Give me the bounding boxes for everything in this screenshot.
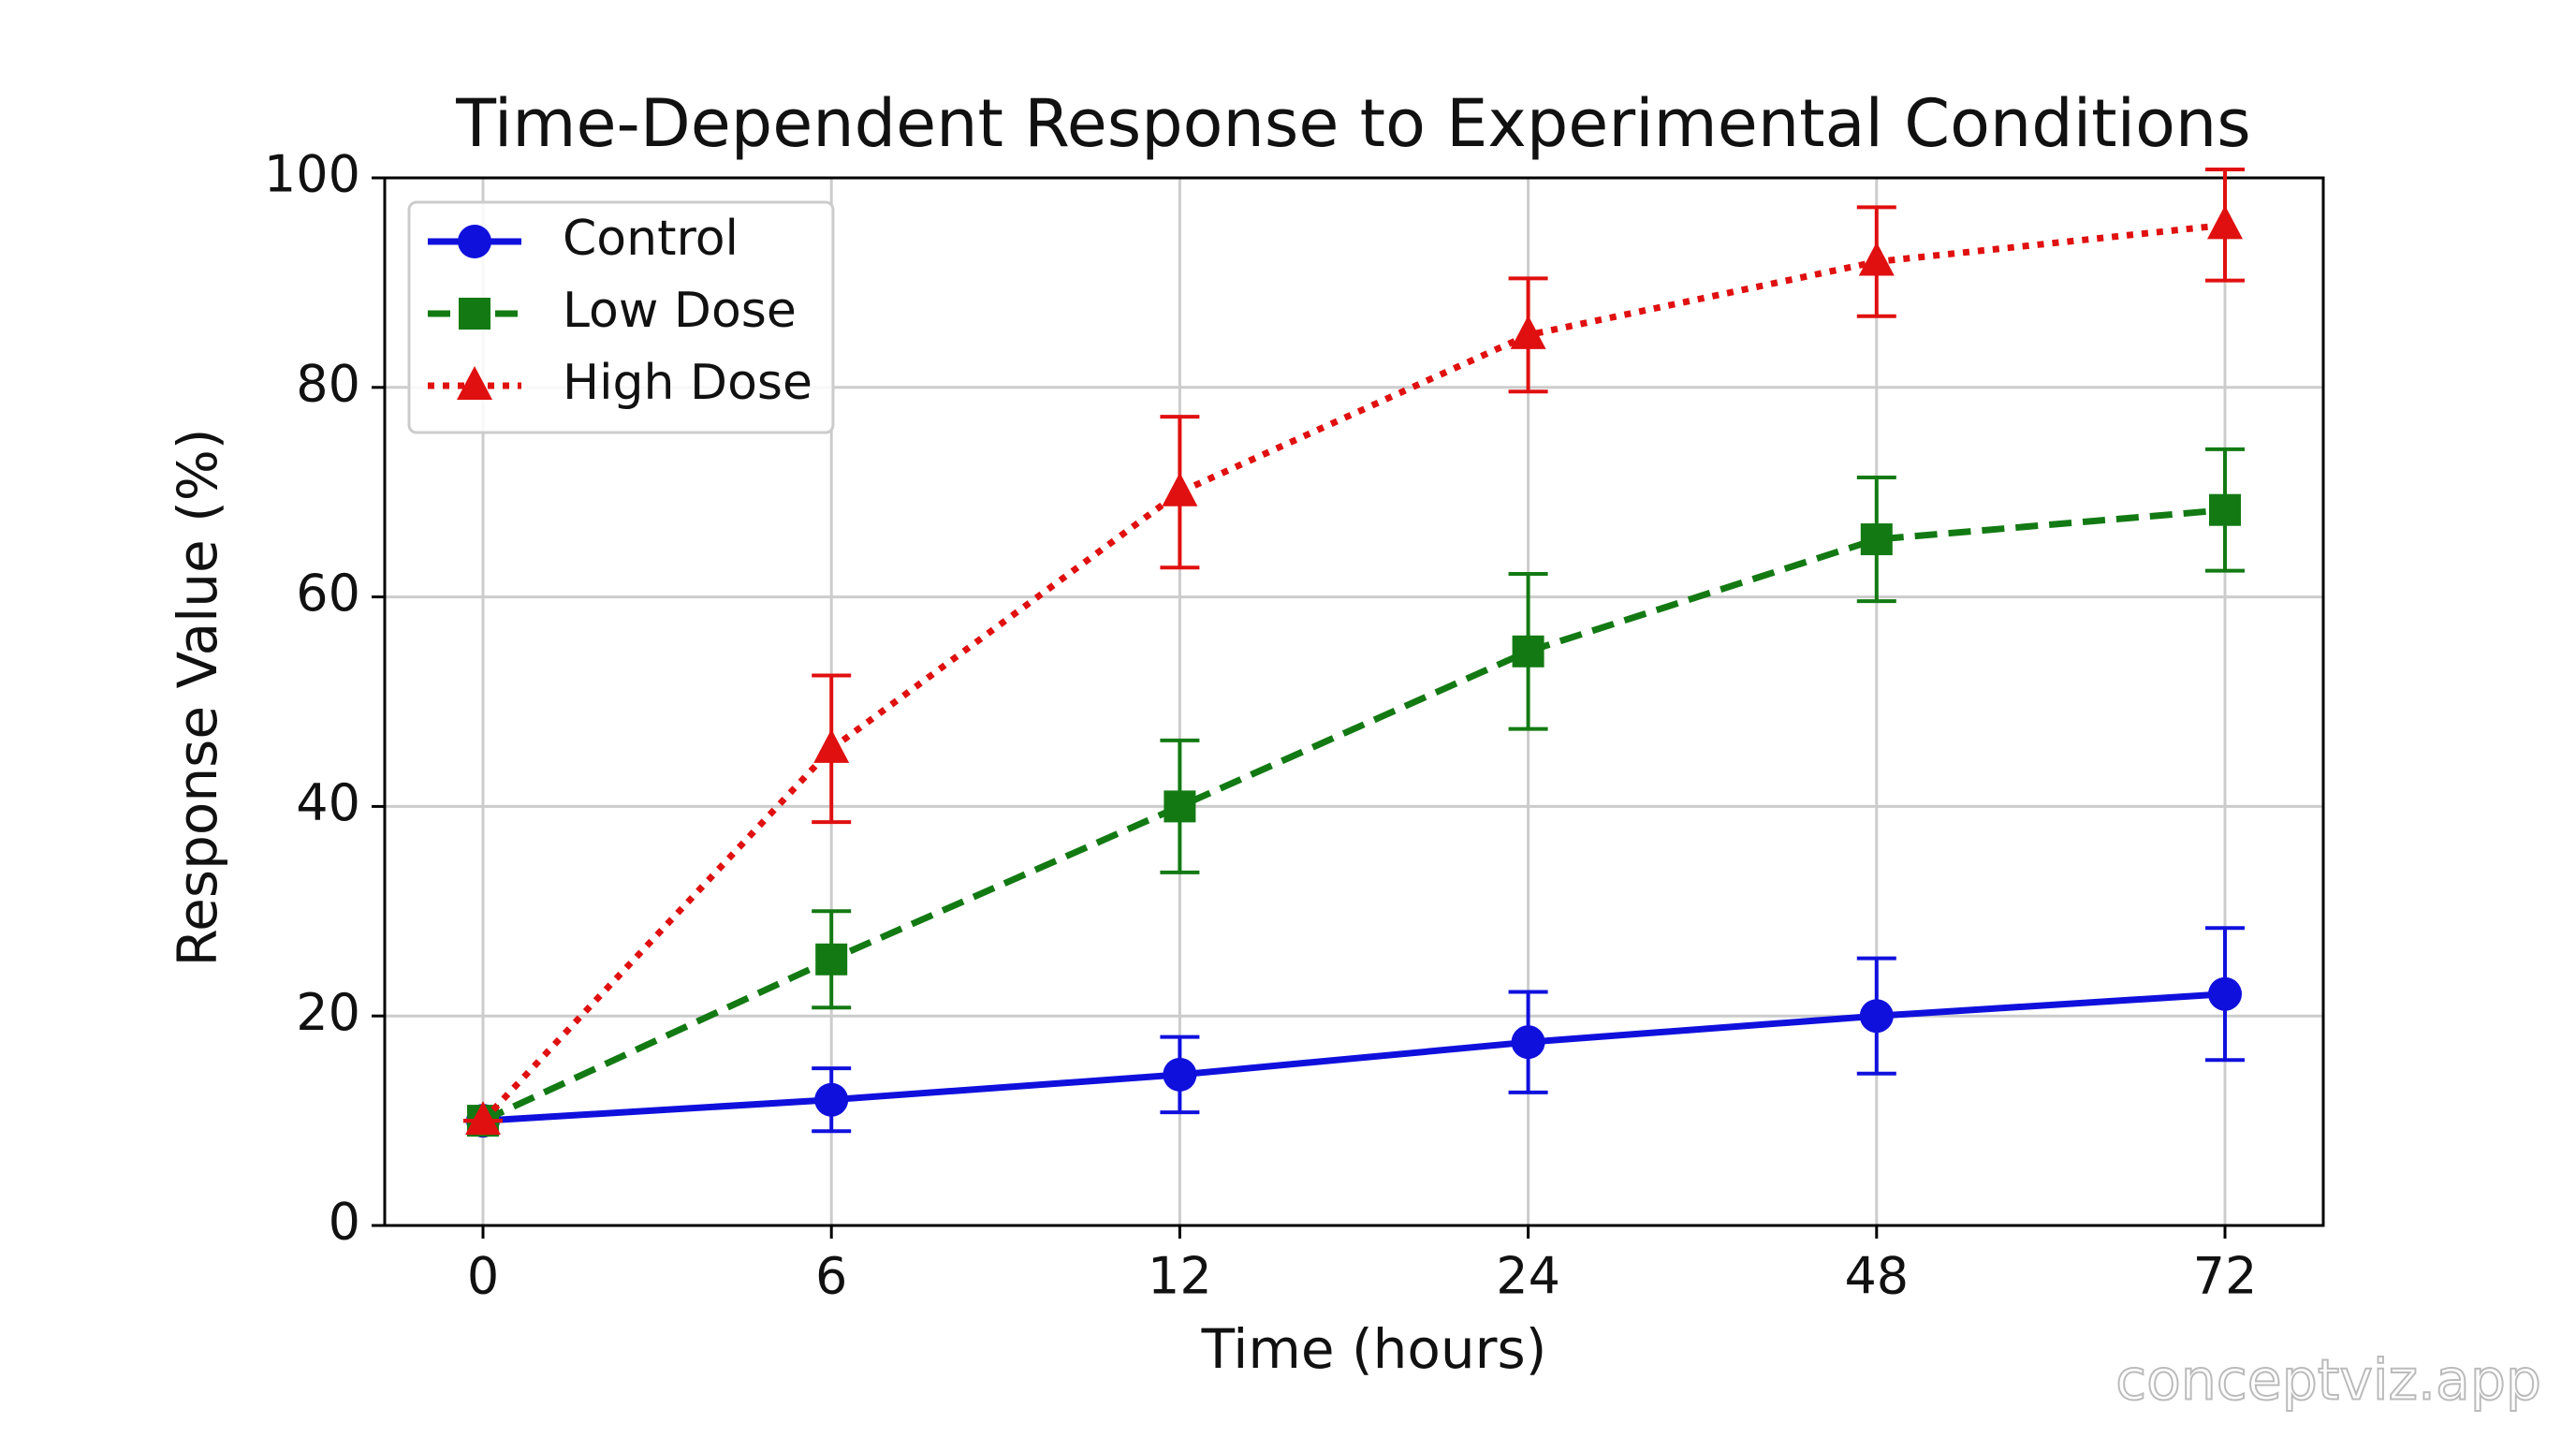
legend-label: Low Dose [563, 283, 797, 339]
data-point [2207, 205, 2243, 240]
x-tick-label: 12 [1148, 1247, 1212, 1306]
y-tick-label: 80 [296, 354, 360, 413]
data-point [2209, 493, 2241, 526]
x-tick-label: 24 [1496, 1247, 1560, 1306]
data-point [1860, 523, 1893, 556]
series-line [481, 506, 2226, 1124]
y-tick-label: 40 [296, 773, 360, 832]
y-tick-label: 0 [329, 1193, 360, 1252]
x-tick-label: 48 [1844, 1247, 1909, 1306]
data-point [1858, 242, 1895, 276]
data-point [815, 943, 848, 976]
data-point [1163, 1057, 1197, 1092]
legend-marker [457, 366, 492, 400]
legend-box [407, 200, 835, 434]
chart-title: Time-Dependent Response to Experimental … [455, 85, 2250, 162]
legend-marker [459, 298, 490, 330]
data-point [1162, 472, 1198, 506]
data-point [1859, 999, 1894, 1034]
y-axis-label: Response Value (%) [166, 428, 229, 966]
data-point [1510, 315, 1546, 349]
watermark: conceptviz.app [2115, 1348, 2541, 1414]
legend-label: High Dose [563, 355, 812, 411]
series-line [480, 221, 2226, 1123]
y-tick-label: 20 [296, 983, 360, 1042]
data-point [1164, 790, 1196, 823]
x-axis-label: Time (hours) [1201, 1317, 1547, 1381]
y-tick-label: 100 [264, 145, 360, 204]
x-tick-label: 72 [2193, 1247, 2258, 1306]
legend-label: Control [563, 211, 739, 267]
plot-frame [383, 176, 2325, 1227]
series-line [482, 990, 2226, 1124]
x-tick-label: 0 [467, 1247, 499, 1306]
x-tick-label: 6 [815, 1247, 847, 1306]
data-point [465, 1101, 501, 1136]
y-tick-label: 60 [296, 564, 360, 623]
data-point [1511, 1025, 1545, 1060]
data-point [813, 728, 850, 763]
legend-marker [458, 225, 491, 258]
data-point [1512, 635, 1544, 668]
data-point [2208, 976, 2242, 1011]
data-point [814, 1082, 849, 1117]
